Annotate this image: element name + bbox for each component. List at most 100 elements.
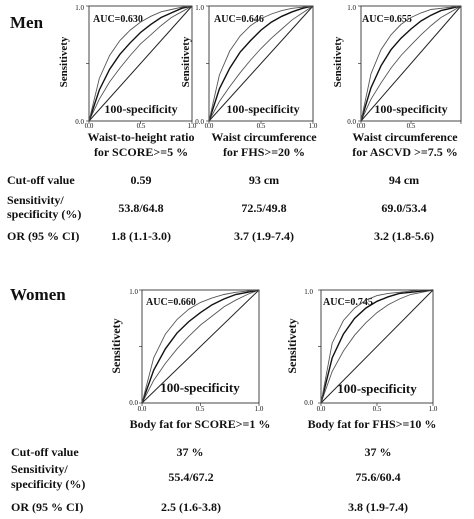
row-label: Sensitivity/ — [11, 462, 68, 476]
chart-caption: Waist circumference — [211, 130, 317, 144]
x-axis-label: 100-specificity — [226, 102, 299, 116]
reference-diagonal — [208, 5, 314, 122]
y-tick-label: 1.0 — [347, 4, 356, 12]
x-tick-label: 1.0 — [429, 405, 438, 413]
reference-diagonal — [88, 5, 193, 122]
roc-curve-lower-ci — [208, 5, 314, 122]
x-tick-label: 0.0 — [357, 122, 366, 130]
chart-caption: Body fat for SCORE>=1 % — [130, 417, 271, 431]
roc-curve-upper-ci — [360, 5, 462, 122]
y-axis-label: Sensitivety — [285, 318, 299, 373]
x-tick-label: 0.0 — [85, 122, 94, 130]
row-label: Sensitivity/ — [7, 193, 64, 207]
row-label: Cut-off value — [7, 173, 75, 187]
x-tick-label: 0.5 — [407, 122, 416, 130]
table-cell: 53.8/64.8 — [118, 201, 163, 215]
roc-curve-upper-ci — [208, 5, 314, 122]
y-tick-label: 0.0 — [75, 118, 84, 126]
roc-panel-women-1: Sensitivety 1.0 0.0 0.0 0.5 1.0 AUC=0.66… — [109, 288, 270, 431]
chart-caption: for FHS>=20 % — [223, 145, 305, 159]
table-cell: 75.6/60.4 — [355, 470, 400, 484]
roc-curve-estimate — [208, 5, 314, 122]
auc-label: AUC=0.630 — [93, 14, 143, 25]
auc-label: AUC=0.655 — [362, 14, 412, 25]
men-stats-table: Cut-off value 0.59 93 cm 94 cm Sensitivi… — [7, 173, 434, 243]
chart-caption: Waist circumference — [352, 130, 458, 144]
roc-curve-estimate — [88, 5, 193, 122]
y-axis-label: Sensitivety — [332, 36, 344, 87]
x-tick-label: 0.0 — [205, 122, 214, 130]
women-heading: Women — [10, 285, 66, 304]
x-tick-label: 1.0 — [255, 405, 264, 413]
x-tick-label: 1.0 — [188, 122, 197, 130]
roc-curve-estimate — [360, 5, 462, 122]
table-cell: 72.5/49.8 — [241, 201, 286, 215]
chart-caption: for SCORE>=5 % — [94, 145, 188, 159]
roc-curve-estimate — [141, 289, 260, 404]
table-cell: 37 % — [365, 445, 392, 459]
x-tick-label: 1.0 — [309, 122, 318, 130]
roc-panel-men-1: Sensitivety 1.0 0.0 0.0 0.5 1.0 AUC=0.63… — [58, 4, 197, 159]
x-axis-label: 100-specificity — [337, 381, 417, 396]
x-tick-label: 0.5 — [196, 405, 205, 413]
men-heading: Men — [10, 13, 44, 32]
y-axis-label: Sensitivety — [58, 36, 70, 87]
roc-curve-lower-ci — [320, 289, 434, 404]
roc-curve-lower-ci — [88, 5, 193, 122]
table-cell: 1.8 (1.1-3.0) — [111, 229, 171, 243]
chart-caption: Body fat for FHS>=10 % — [308, 417, 437, 431]
row-label: OR (95 % CI) — [7, 229, 79, 243]
x-tick-label: 0.5 — [257, 122, 266, 130]
row-label: Cut-off value — [11, 445, 79, 459]
reference-diagonal — [360, 5, 462, 122]
table-cell: 94 cm — [389, 173, 419, 187]
roc-curve-upper-ci — [320, 289, 433, 404]
x-tick-label: 0.5 — [373, 405, 382, 413]
y-tick-label: 0.0 — [129, 399, 138, 407]
y-tick-label: 1.0 — [75, 4, 84, 12]
x-axis-label: 100-specificity — [104, 102, 177, 116]
auc-label: AUC=0.660 — [146, 297, 196, 308]
reference-diagonal — [141, 289, 260, 404]
table-cell: 55.4/67.2 — [168, 470, 213, 484]
y-tick-label: 1.0 — [129, 288, 138, 296]
y-tick-label: 1.0 — [304, 288, 313, 296]
row-label: specificity (%) — [7, 207, 81, 221]
table-cell: 69.0/53.4 — [381, 201, 426, 215]
roc-curve-estimate — [320, 289, 434, 404]
roc-curve-upper-ci — [88, 5, 193, 122]
table-cell: 0.59 — [131, 173, 152, 187]
row-label: OR (95 % CI) — [11, 500, 83, 514]
y-tick-label: 0.0 — [195, 118, 204, 126]
x-axis-label: 100-specificity — [160, 380, 240, 395]
y-axis-label: Sensitivety — [180, 36, 192, 87]
roc-panel-women-2: Sensitivety 1.0 0.0 0.0 0.5 1.0 AUC=0.74… — [285, 288, 438, 431]
row-label: specificity (%) — [11, 477, 85, 491]
table-cell: 2.5 (1.6-3.8) — [161, 500, 221, 514]
auc-label: AUC=0.745 — [323, 297, 373, 308]
roc-curve-lower-ci — [360, 5, 462, 122]
y-axis-label: Sensitivety — [109, 318, 123, 373]
x-tick-label: 0.0 — [138, 405, 147, 413]
table-cell: 3.7 (1.9-7.4) — [234, 229, 294, 243]
reference-diagonal — [320, 289, 434, 404]
women-stats-table: Cut-off value 37 % 37 % Sensitivity/ spe… — [11, 445, 408, 514]
y-tick-label: 1.0 — [195, 4, 204, 12]
x-tick-label: 0.0 — [317, 405, 326, 413]
roc-curve-lower-ci — [141, 289, 260, 404]
y-tick-label: 0.0 — [347, 118, 356, 126]
table-cell: 3.2 (1.8-5.6) — [374, 229, 434, 243]
table-cell: 3.8 (1.9-7.4) — [348, 500, 408, 514]
roc-panel-men-2: Sensitivety 1.0 0.0 0.0 0.5 1.0 AUC=0.64… — [180, 4, 318, 159]
x-axis-label: 100-specificity — [374, 102, 447, 116]
table-cell: 93 cm — [249, 173, 279, 187]
table-cell: 37 % — [177, 445, 204, 459]
roc-panel-men-3: Sensitivety 1.0 0.0 0.0 0.5 AUC=0.655 10… — [332, 4, 462, 159]
chart-caption: Waist-to-height ratio — [88, 130, 195, 144]
auc-label: AUC=0.646 — [214, 14, 264, 25]
y-tick-label: 0.0 — [304, 399, 313, 407]
x-tick-label: 0.5 — [137, 122, 146, 130]
roc-curve-upper-ci — [141, 289, 260, 404]
chart-caption: for ASCVD >=7.5 % — [352, 145, 457, 159]
